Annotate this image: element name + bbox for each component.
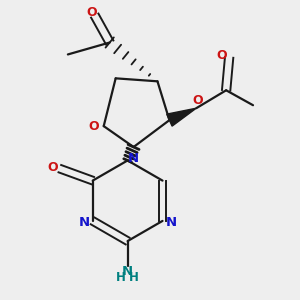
- Text: N: N: [79, 216, 90, 229]
- Text: N: N: [122, 265, 133, 278]
- Polygon shape: [167, 108, 196, 126]
- Text: O: O: [193, 94, 203, 107]
- Text: N: N: [128, 152, 139, 166]
- Text: N: N: [165, 216, 176, 229]
- Text: O: O: [89, 120, 100, 133]
- Text: H: H: [129, 271, 139, 284]
- Text: O: O: [216, 49, 227, 62]
- Text: H: H: [116, 271, 126, 284]
- Text: O: O: [86, 6, 97, 19]
- Text: O: O: [47, 161, 58, 174]
